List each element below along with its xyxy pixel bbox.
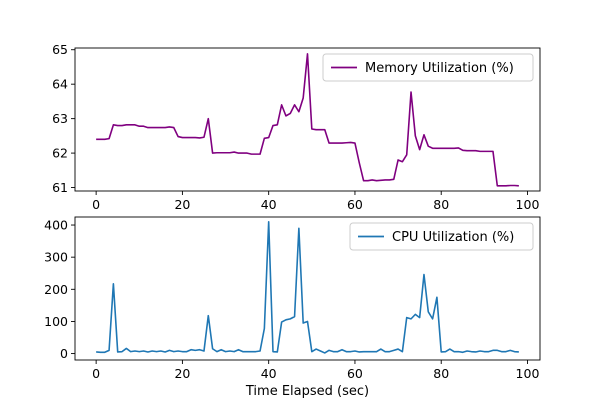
memory-legend-label: Memory Utilization (%) <box>365 61 514 76</box>
cpu-y-tick-label: 300 <box>44 250 68 265</box>
memory-y-tick-label: 65 <box>52 42 68 57</box>
memory-y-tick-label: 64 <box>52 77 68 92</box>
cpu-y-tick-label: 400 <box>44 218 68 233</box>
cpu-x-tick-label: 60 <box>347 366 363 381</box>
memory-x-tick-label: 0 <box>92 197 100 212</box>
cpu-y-tick-label: 100 <box>44 314 68 329</box>
memory-x-tick-label: 60 <box>347 197 363 212</box>
cpu-y-tick-label: 200 <box>44 282 68 297</box>
cpu-x-tick-label: 100 <box>516 366 540 381</box>
cpu-x-tick-label: 80 <box>433 366 449 381</box>
x-axis-label: Time Elapsed (sec) <box>245 384 369 399</box>
cpu-legend-label: CPU Utilization (%) <box>392 230 514 245</box>
cpu-y-tick-label: 0 <box>60 346 68 361</box>
memory-y-tick-label: 61 <box>52 180 68 195</box>
memory-x-tick-label: 100 <box>516 197 540 212</box>
memory-y-tick-label: 62 <box>52 146 68 161</box>
memory-x-tick-label: 40 <box>261 197 277 212</box>
memory-y-tick-label: 63 <box>52 111 68 126</box>
memory-x-tick-label: 80 <box>433 197 449 212</box>
cpu-x-tick-label: 0 <box>92 366 100 381</box>
cpu-x-tick-label: 40 <box>261 366 277 381</box>
cpu-x-tick-label: 20 <box>174 366 190 381</box>
memory-x-tick-label: 20 <box>174 197 190 212</box>
